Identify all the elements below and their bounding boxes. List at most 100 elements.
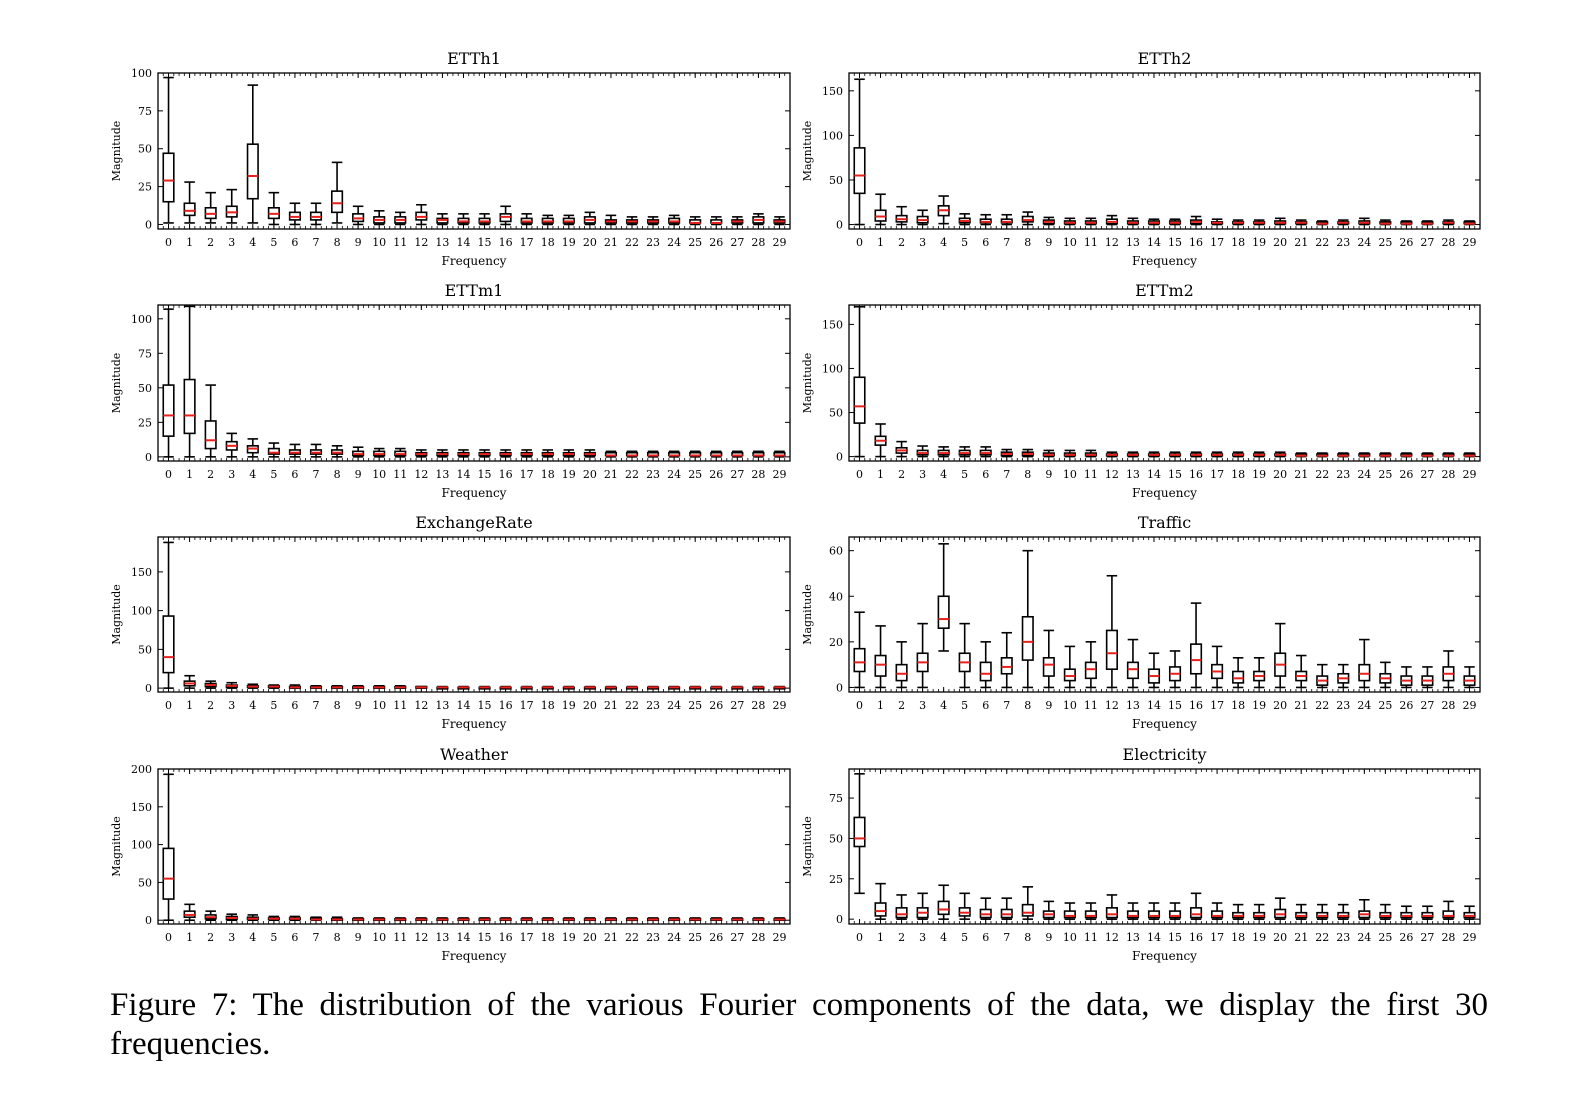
x-tick-label: 13 <box>435 699 449 712</box>
x-tick-label: 16 <box>1189 931 1203 944</box>
x-tick-label: 5 <box>270 931 277 944</box>
box-5 <box>267 684 280 689</box>
x-tick-label: 26 <box>709 236 723 249</box>
box-20 <box>1274 451 1287 458</box>
box-3 <box>916 209 929 226</box>
box-9 <box>352 446 365 458</box>
box-15 <box>478 213 491 226</box>
y-axis-label: Magnitude <box>110 584 123 645</box>
box-18 <box>1232 657 1245 689</box>
box-4 <box>937 446 950 458</box>
x-tick-label: 11 <box>1084 236 1098 249</box>
x-tick-label: 4 <box>249 468 256 481</box>
x-tick-label: 19 <box>562 699 576 712</box>
x-tick-label: 2 <box>898 699 905 712</box>
y-tick-label: 40 <box>829 590 843 603</box>
box-21 <box>604 917 618 922</box>
x-tick-label: 19 <box>562 468 576 481</box>
x-tick-label: 21 <box>1294 468 1308 481</box>
box-iqr <box>1189 907 1203 919</box>
x-tick-label: 0 <box>856 931 863 944</box>
box-iqr <box>1232 670 1245 684</box>
x-tick-label: 5 <box>961 236 968 249</box>
y-axis-label: Magnitude <box>801 584 814 645</box>
box-14 <box>1147 652 1161 689</box>
box-5 <box>958 892 971 920</box>
y-tick-label: 150 <box>131 801 152 814</box>
x-tick-label: 21 <box>1294 931 1308 944</box>
box-28 <box>1442 452 1455 458</box>
box-24 <box>668 214 681 226</box>
box-17 <box>520 685 533 690</box>
box-16 <box>1189 215 1203 226</box>
x-tick-label: 25 <box>688 236 702 249</box>
x-tick-label: 12 <box>414 699 428 712</box>
x-tick-label: 0 <box>856 699 863 712</box>
axes-frame <box>157 768 791 925</box>
x-tick-label: 13 <box>1126 236 1140 249</box>
x-tick-label: 17 <box>1210 699 1224 712</box>
box-13 <box>1126 217 1140 226</box>
box-8 <box>330 684 344 689</box>
x-tick-label: 29 <box>1462 468 1476 481</box>
x-tick-label: 16 <box>1189 468 1203 481</box>
y-tick-label: 50 <box>829 174 843 187</box>
x-tick-label: 21 <box>604 236 618 249</box>
box-iqr <box>183 378 196 435</box>
box-19 <box>1253 903 1266 920</box>
box-10 <box>1063 217 1076 226</box>
x-tick-label: 16 <box>1189 236 1203 249</box>
box-4 <box>937 884 950 920</box>
box-10 <box>1063 645 1076 689</box>
x-tick-label: 7 <box>313 236 320 249</box>
x-tick-label: 1 <box>186 236 193 249</box>
x-tick-label: 3 <box>919 931 926 944</box>
box-1 <box>874 193 887 226</box>
x-tick-label: 10 <box>1063 468 1077 481</box>
box-iqr <box>895 907 908 919</box>
box-12 <box>1105 574 1118 689</box>
x-tick-label: 18 <box>541 468 555 481</box>
x-tick-label: 15 <box>1168 699 1182 712</box>
box-2 <box>204 191 217 224</box>
x-tick-label: 6 <box>291 236 298 249</box>
x-tick-label: 23 <box>1336 468 1350 481</box>
box-24 <box>668 917 681 922</box>
x-tick-label: 6 <box>982 468 989 481</box>
panel-title: Weather <box>440 745 508 764</box>
box-0 <box>853 305 866 458</box>
box-15 <box>478 449 491 458</box>
x-tick-label: 27 <box>1420 468 1434 481</box>
box-9 <box>352 205 365 226</box>
box-26 <box>1400 220 1413 226</box>
y-tick-label: 25 <box>829 873 843 886</box>
box-2 <box>895 641 908 689</box>
x-tick-label: 6 <box>982 699 989 712</box>
box-24 <box>1358 452 1371 458</box>
box-1 <box>183 181 196 224</box>
box-9 <box>1042 449 1055 458</box>
box-iqr <box>895 663 908 682</box>
box-28 <box>752 213 765 226</box>
box-25 <box>689 216 702 226</box>
box-iqr <box>330 190 344 214</box>
x-tick-label: 5 <box>270 236 277 249</box>
x-tick-label: 5 <box>270 468 277 481</box>
y-tick-label: 25 <box>138 416 152 429</box>
box-4 <box>937 195 950 225</box>
box-29 <box>773 917 786 922</box>
x-tick-label: 9 <box>355 236 362 249</box>
x-tick-label: 19 <box>562 236 576 249</box>
box-27 <box>1421 220 1434 226</box>
box-4 <box>246 683 259 689</box>
x-tick-label: 0 <box>856 236 863 249</box>
box-26 <box>1400 905 1413 920</box>
box-10 <box>373 447 386 458</box>
box-23 <box>646 685 660 690</box>
x-tick-label: 9 <box>355 699 362 712</box>
box-iqr <box>979 661 992 682</box>
box-7 <box>309 202 323 226</box>
